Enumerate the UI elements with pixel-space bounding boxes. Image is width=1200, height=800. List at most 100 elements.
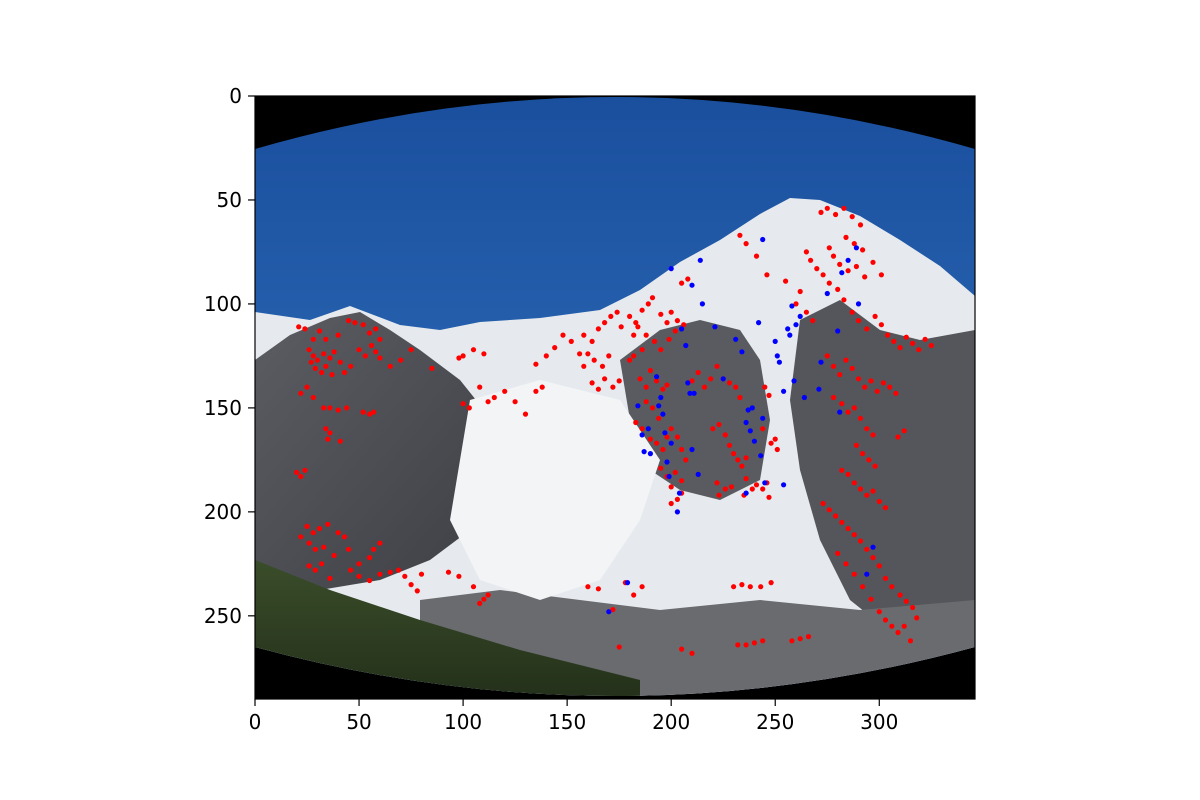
scatter-point-s0-52 [302, 467, 308, 473]
y-tick-label: 100 [204, 292, 242, 316]
scatter-point-s1-62 [689, 446, 695, 453]
scatter-point-s0-325 [768, 580, 774, 586]
scatter-point-s0-83 [460, 401, 466, 407]
scatter-point-s0-13 [310, 353, 316, 359]
scatter-point-s0-247 [928, 342, 934, 349]
scatter-point-s0-281 [833, 513, 839, 519]
x-tick-label: 150 [548, 710, 586, 734]
scatter-point-s0-143 [647, 367, 654, 374]
scatter-point-s0-198 [774, 446, 780, 453]
scatter-point-s1-23 [816, 386, 822, 392]
scatter-point-s0-3 [316, 328, 323, 334]
scatter-point-s0-333 [477, 600, 483, 607]
scatter-point-s0-234 [841, 297, 847, 303]
scatter-point-s0-266 [870, 432, 876, 438]
scatter-point-s1-5 [760, 236, 766, 243]
scatter-point-s0-292 [903, 598, 909, 604]
scatter-point-s0-259 [893, 390, 899, 396]
scatter-point-s0-201 [766, 392, 772, 398]
scatter-point-s0-166 [668, 500, 674, 507]
scatter-point-s0-255 [868, 378, 874, 384]
scatter-point-s0-57 [335, 530, 341, 536]
scatter-point-s0-58 [341, 534, 348, 540]
scatter-point-s0-245 [916, 347, 922, 353]
scatter-point-s0-203 [743, 241, 749, 247]
scatter-point-s0-295 [843, 561, 849, 567]
scatter-point-s0-302 [895, 629, 901, 636]
scatter-point-s0-298 [868, 596, 874, 602]
scatter-point-s0-65 [356, 561, 362, 567]
scatter-point-s0-309 [595, 586, 602, 592]
scatter-point-s0-114 [639, 347, 645, 353]
scatter-point-s0-149 [656, 415, 662, 421]
scatter-point-s0-28 [368, 342, 375, 349]
scatter-point-s1-42 [658, 394, 664, 401]
scatter-point-s0-178 [716, 421, 722, 428]
scatter-point-s0-129 [639, 307, 645, 313]
scatter-point-s0-226 [870, 259, 876, 265]
scatter-point-s0-142 [643, 384, 649, 390]
scatter-point-s0-253 [855, 376, 862, 382]
scatter-point-s0-86 [485, 399, 491, 405]
scatter-point-s0-274 [857, 486, 864, 492]
scatter-point-s0-81 [414, 588, 420, 594]
scatter-point-s0-307 [901, 428, 907, 434]
scatter-point-s0-167 [674, 496, 681, 502]
scatter-point-s0-150 [633, 419, 639, 426]
scatter-point-s1-60 [870, 544, 876, 550]
scatter-point-s0-45 [371, 409, 377, 415]
scatter-point-s0-50 [294, 469, 300, 475]
scatter-point-s1-61 [864, 571, 870, 577]
scatter-point-s1-37 [664, 459, 670, 465]
scatter-point-s0-191 [743, 476, 749, 482]
scatter-point-s0-2 [310, 336, 316, 342]
y-tick-label: 50 [217, 188, 242, 212]
scatter-point-s1-12 [747, 428, 753, 434]
scatter-point-s0-38 [298, 390, 304, 396]
scatter-point-s1-50 [685, 380, 691, 386]
scatter-point-s1-15 [774, 353, 780, 359]
scatter-point-s1-8 [760, 415, 766, 421]
scatter-point-s0-223 [845, 268, 851, 274]
scatter-point-s0-105 [599, 363, 606, 369]
scatter-point-s0-228 [803, 249, 810, 255]
scatter-point-s0-130 [645, 301, 651, 307]
scatter-point-s0-75 [366, 577, 373, 584]
scatter-point-s0-106 [606, 353, 612, 359]
scatter-point-s0-10 [373, 326, 379, 332]
scatter-point-s1-36 [662, 430, 668, 436]
scatter-point-s0-66 [366, 555, 373, 561]
scatter-point-s0-70 [312, 567, 318, 573]
scatter-point-s0-190 [753, 482, 760, 488]
scatter-point-s0-84 [466, 405, 472, 411]
scatter-point-s0-284 [851, 532, 857, 538]
scatter-point-s0-244 [910, 340, 916, 346]
scatter-point-s0-74 [356, 573, 362, 579]
x-tick-label: 300 [860, 710, 898, 734]
scatter-point-s0-260 [830, 394, 837, 401]
scatter-point-s0-270 [872, 463, 878, 469]
scatter-point-s1-11 [743, 419, 749, 426]
scatter-point-s0-289 [882, 575, 889, 582]
scatter-point-s1-58 [624, 580, 631, 586]
scatter-point-s0-220 [826, 245, 832, 251]
scatter-point-s0-125 [651, 338, 658, 344]
scatter-point-s0-251 [843, 357, 849, 363]
scatter-point-s1-53 [733, 336, 739, 342]
scatter-point-s0-80 [408, 582, 414, 588]
scatter-point-s0-33 [408, 347, 414, 353]
scatter-point-s1-21 [797, 313, 803, 319]
scatter-point-s0-0 [296, 324, 302, 330]
scatter-point-s1-4 [712, 324, 718, 330]
scatter-point-s0-22 [312, 365, 318, 371]
scatter-point-s0-299 [876, 609, 882, 615]
scatter-point-s0-72 [327, 575, 333, 582]
scatter-point-s0-32 [398, 357, 404, 363]
scatter-point-s0-282 [839, 519, 845, 525]
scatter-point-s1-55 [743, 490, 749, 496]
scatter-point-s0-230 [814, 266, 820, 272]
scatter-point-s0-276 [870, 488, 876, 494]
scatter-point-s0-48 [327, 430, 333, 436]
scatter-point-s0-23 [319, 369, 325, 376]
scatter-point-s0-79 [402, 573, 408, 579]
